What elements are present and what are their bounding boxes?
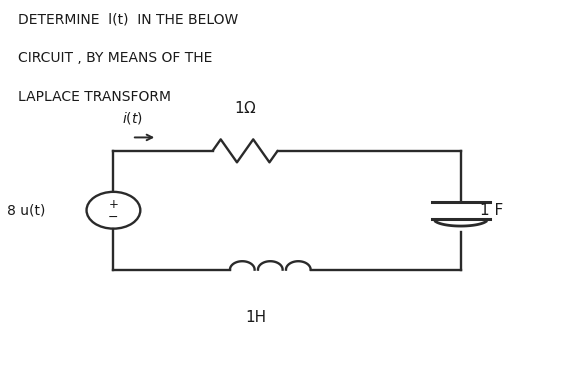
Text: $i(t)$: $i(t)$ — [122, 110, 143, 126]
Text: CIRCUIT , BY MEANS OF THE: CIRCUIT , BY MEANS OF THE — [18, 51, 213, 65]
Text: DETERMINE  l(t)  IN THE BELOW: DETERMINE l(t) IN THE BELOW — [18, 13, 239, 27]
Text: LAPLACE TRANSFORM: LAPLACE TRANSFORM — [18, 90, 171, 103]
Text: −: − — [108, 211, 119, 223]
Text: 1 F: 1 F — [480, 203, 504, 218]
Text: 8 u(t): 8 u(t) — [7, 203, 46, 217]
Text: 1$\Omega$: 1$\Omega$ — [234, 100, 257, 116]
Text: +: + — [109, 198, 118, 211]
Text: 1H: 1H — [245, 310, 267, 325]
